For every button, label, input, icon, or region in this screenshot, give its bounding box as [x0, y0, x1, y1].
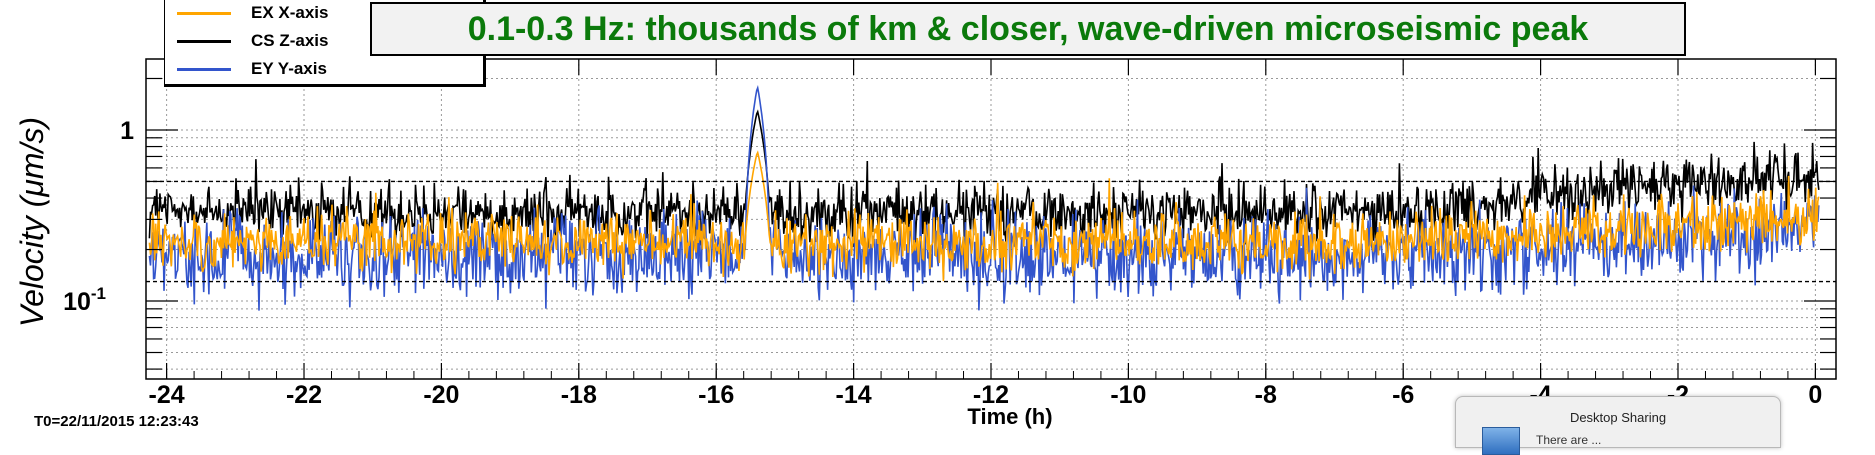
chart-title-box: 0.1-0.3 Hz: thousands of km & closer, wa…: [370, 2, 1686, 56]
chart: -24 -22 -20 -18 -16 -14 -12 -10 -8 -6 -4 -2 0110-1Ti…: [14, 58, 1837, 429]
x-axis-title: Time (h): [967, 404, 1052, 429]
series-line-ex-x-axis: [148, 150, 1820, 282]
x-tick-label: -16: [698, 381, 734, 409]
x-tick-label: 0: [1808, 381, 1822, 409]
legend-swatch-ey: [177, 67, 231, 71]
axis-ticks: [146, 59, 1836, 379]
reference-lines: [146, 180, 1836, 283]
y-tick-label: 1: [120, 117, 134, 145]
x-tick-label: -10: [1110, 381, 1146, 409]
t0-timestamp: T0=22/11/2015 12:23:43: [34, 413, 199, 430]
y-axis-title: Velocity (μm/s): [14, 117, 50, 327]
notification-title: Desktop Sharing: [1569, 410, 1667, 425]
x-tick-label: -22: [286, 381, 322, 409]
legend-item-ex: EX X-axis: [177, 2, 329, 24]
legend-label-cs: CS Z-axis: [251, 31, 329, 50]
x-tick-label: -20: [423, 381, 459, 409]
notification-body: There are ...: [1536, 433, 1602, 447]
x-tick-label: -6: [1392, 381, 1414, 409]
legend-swatch-cs: [177, 39, 231, 43]
legend-item-ey: EY Y-axis: [177, 58, 327, 80]
legend-label-ex: EX X-axis: [251, 3, 329, 22]
legend-swatch-ex: [177, 11, 231, 15]
x-tick-label: -18: [561, 381, 597, 409]
series-line-ey-y-axis: [148, 84, 1820, 311]
desktop-sharing-notification[interactable]: Desktop Sharing There are ...: [1455, 396, 1781, 455]
x-tick-label: -24: [149, 381, 185, 409]
x-tick-label: -8: [1255, 381, 1277, 409]
axis-labels: -24 -22 -20 -18 -16 -14 -12 -10 -8 -6 -4 -2 0110-1Ti…: [14, 117, 1822, 429]
legend-label-ey: EY Y-axis: [251, 59, 327, 78]
legend-item-cs: CS Z-axis: [177, 30, 328, 52]
series-lines: [148, 84, 1820, 311]
desktop-sharing-icon: [1482, 427, 1520, 455]
x-tick-label: -12: [973, 381, 1009, 409]
x-tick-label: -14: [836, 381, 872, 409]
chart-title: 0.1-0.3 Hz: thousands of km & closer, wa…: [467, 9, 1589, 48]
y-tick-label: 10-1: [63, 284, 106, 316]
